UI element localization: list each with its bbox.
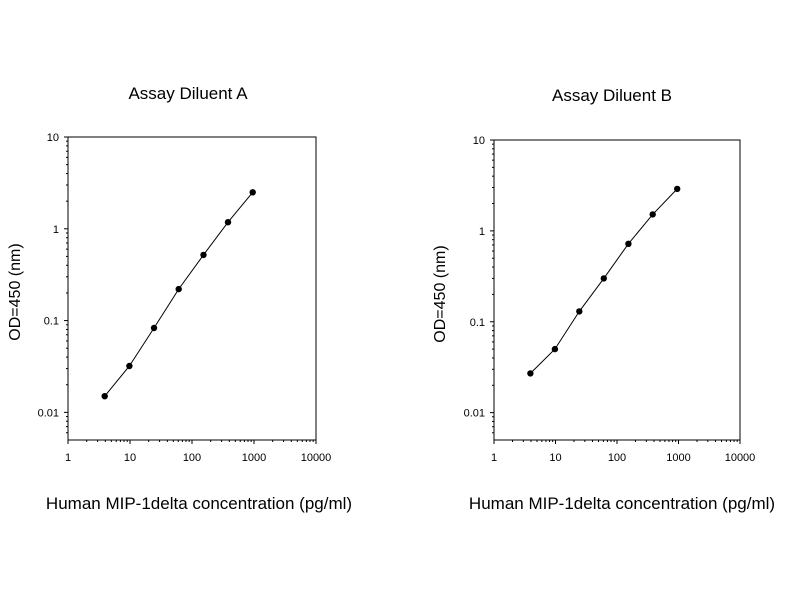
chart-b-data-point-5 bbox=[649, 211, 656, 218]
chart-b-title: Assay Diluent B bbox=[552, 86, 672, 105]
chart-a-data-point-6 bbox=[249, 189, 256, 196]
chart-a-data-point-2 bbox=[150, 324, 158, 332]
chart-b-x-axis-label: Human MIP-1delta concentration (pg/ml) bbox=[469, 494, 775, 513]
chart-b-x-tick-label-2: 100 bbox=[608, 452, 626, 464]
chart-a-y-tick-label-3: 10 bbox=[47, 132, 59, 144]
chart-assay-diluent-a: Assay Diluent A OD=450 (nm) Human MIP-1d… bbox=[7, 84, 352, 513]
chart-b-x-tick-label-1: 10 bbox=[549, 452, 561, 464]
chart-a-data-point-5 bbox=[224, 219, 232, 226]
chart-a-x-tick-label-3: 1000 bbox=[242, 452, 266, 464]
chart-b-data-point-1 bbox=[551, 345, 559, 353]
chart-b-data-point-2 bbox=[576, 308, 583, 315]
chart-assay-diluent-b: Assay Diluent B OD=450 (nm) Human MIP-1d… bbox=[432, 86, 775, 513]
chart-a-x-axis-label: Human MIP-1delta concentration (pg/ml) bbox=[46, 494, 352, 513]
chart-a-x-tick-label-1: 10 bbox=[124, 452, 136, 464]
chart-b-data-point-6 bbox=[674, 185, 681, 193]
chart-a-y-tick-label-1: 0.1 bbox=[44, 316, 59, 328]
chart-b-y-tick-label-3: 10 bbox=[473, 135, 485, 147]
chart-b-data-point-4 bbox=[625, 240, 632, 247]
chart-b-data-point-3 bbox=[600, 275, 607, 282]
chart-a-data-point-0 bbox=[101, 393, 108, 400]
chart-b-y-tick-label-0: 0.01 bbox=[464, 408, 485, 420]
chart-a-data-point-1 bbox=[126, 362, 133, 370]
chart-a-y-axis-label: OD=450 (nm) bbox=[7, 243, 24, 340]
chart-b-data-point-0 bbox=[527, 370, 534, 377]
chart-b-y-tick-label-1: 0.1 bbox=[470, 317, 485, 329]
chart-a-x-tick-label-2: 100 bbox=[183, 452, 201, 464]
chart-a-x-tick-label-4: 10000 bbox=[301, 452, 332, 464]
chart-a-data-point-4 bbox=[200, 251, 207, 259]
chart-b-x-tick-label-4: 10000 bbox=[725, 452, 756, 464]
chart-a-y-tick-label-0: 0.01 bbox=[38, 407, 59, 419]
chart-a-y-tick-label-2: 1 bbox=[53, 224, 59, 236]
chart-b-x-tick-label-3: 1000 bbox=[666, 452, 690, 464]
chart-a-data-point-3 bbox=[175, 285, 182, 293]
chart-a-title: Assay Diluent A bbox=[128, 84, 248, 103]
chart-b-y-tick-label-2: 1 bbox=[479, 226, 485, 238]
chart-a-x-tick-label-0: 1 bbox=[65, 452, 71, 464]
chart-b-plot-frame bbox=[493, 139, 741, 441]
chart-b-x-tick-label-0: 1 bbox=[491, 452, 497, 464]
chart-b-y-axis-label: OD=450 (nm) bbox=[432, 245, 449, 342]
